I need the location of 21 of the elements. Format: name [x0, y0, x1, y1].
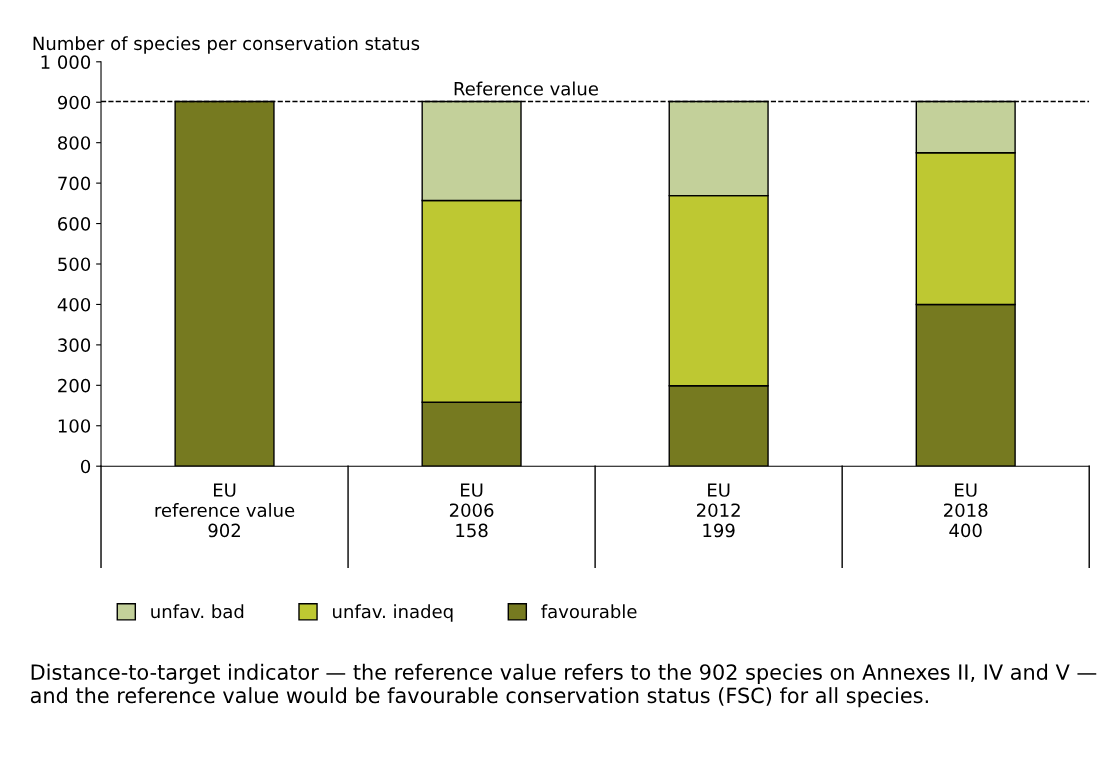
y-tick-label: 800	[58, 136, 91, 150]
ref-line-label: Reference value	[454, 81, 598, 96]
y-tick-label: 500	[58, 257, 91, 272]
legend-label: unfav. inadeq	[333, 604, 453, 622]
y-tick-label: 900	[57, 95, 91, 110]
y-tick-label: 300	[58, 338, 91, 352]
y-tick-label: 700	[58, 176, 91, 191]
y-tick-label: 1 000	[41, 55, 91, 69]
x-tick-label: EU reference value 902	[155, 483, 295, 538]
y-tick-label: 400	[57, 297, 91, 312]
x-tick-label: EU 2006 158	[449, 483, 494, 538]
y-tick-label: 0	[81, 459, 91, 474]
text: Distance-to-target indicator — the reference value refers to the 902 species on Annexes II, IV and V — and the reference value would be favourable conservation status (FSC) for all species.	[30, 663, 1097, 708]
y-tick-label: 600	[58, 217, 91, 231]
x-tick-label: EU 2018 400	[944, 483, 988, 538]
y-tick-label: 100	[58, 419, 91, 433]
y-tick-label: 200	[58, 378, 91, 393]
x-tick-label: EU 2012 199	[696, 483, 740, 538]
y-axis-title: Number of species per conservation status	[33, 36, 420, 54]
legend-label: unfav. bad	[151, 604, 244, 619]
legend-label: favourable	[541, 604, 637, 619]
